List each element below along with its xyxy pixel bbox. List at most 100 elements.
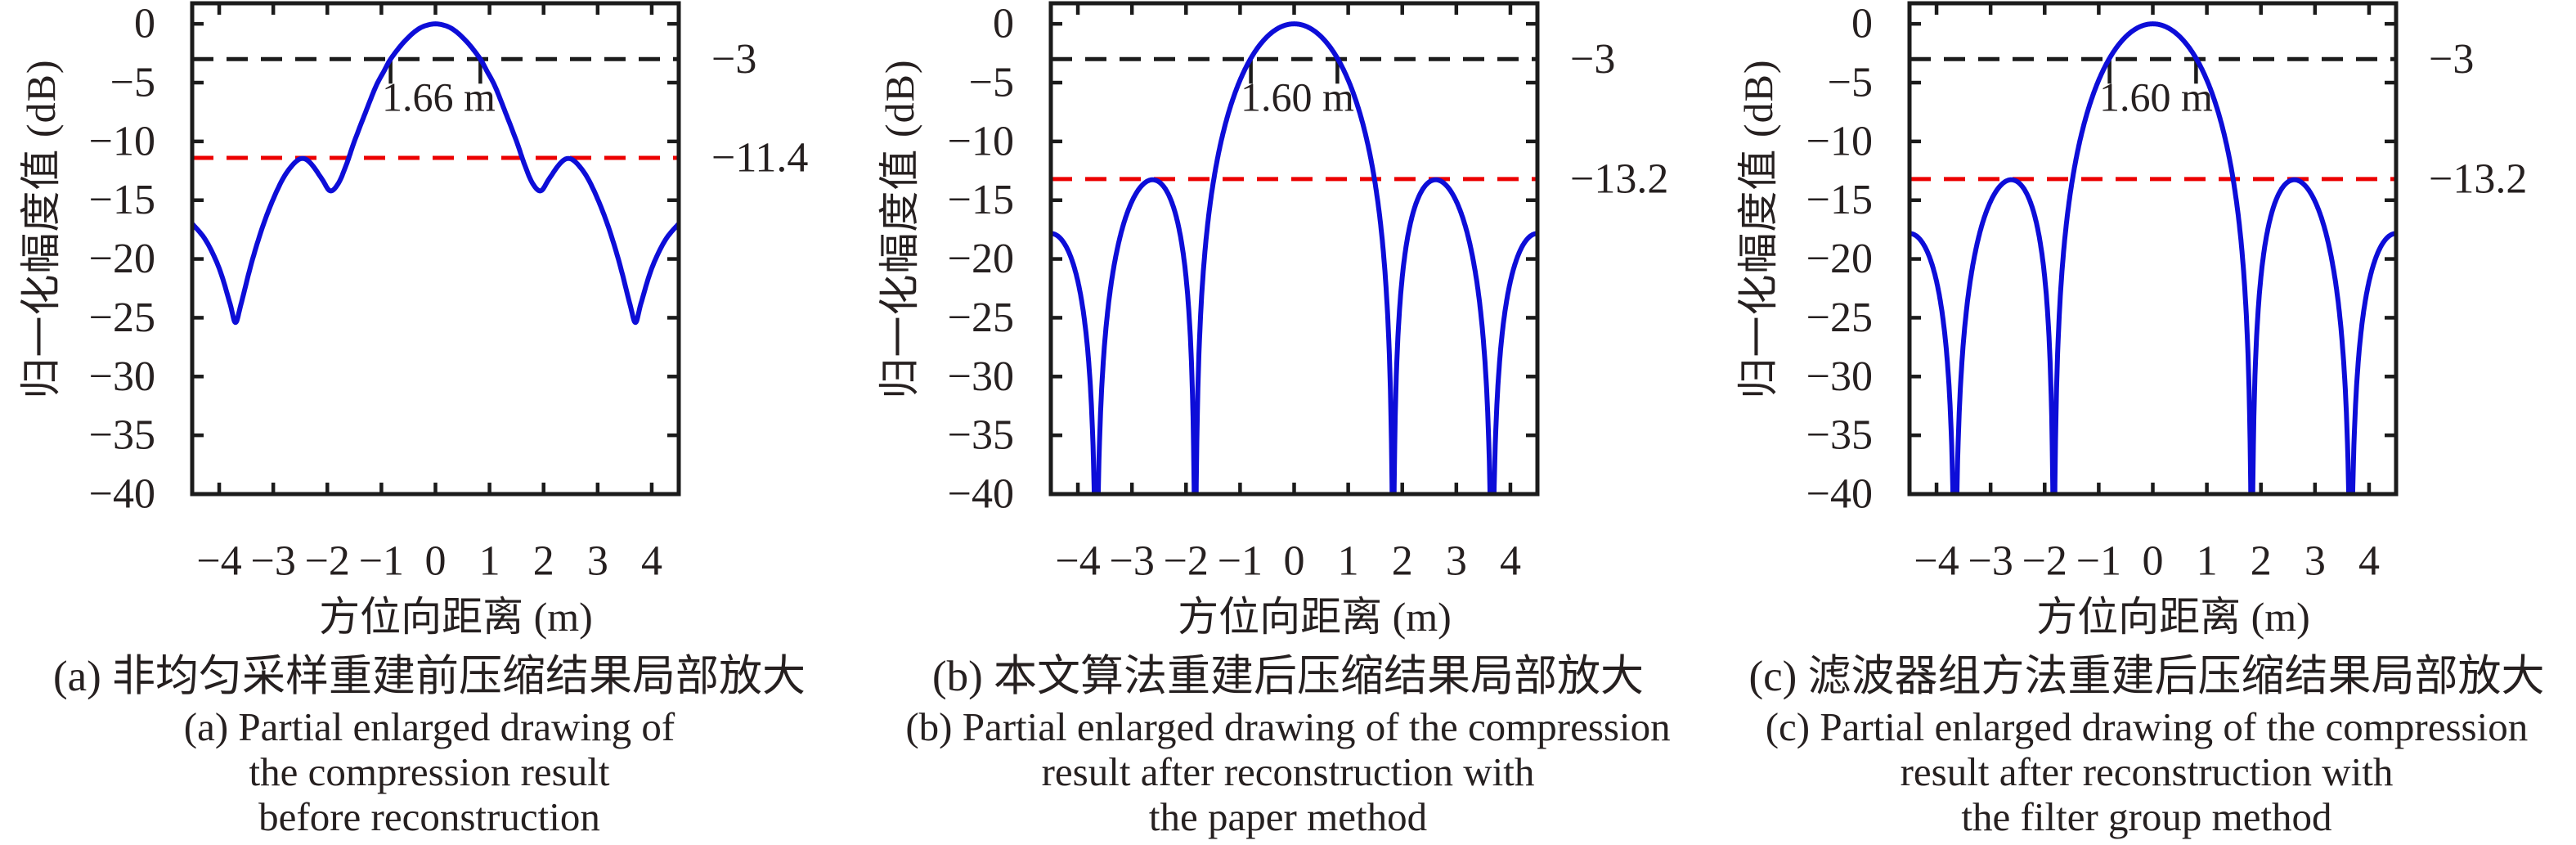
threshold-label-sidelobe: −13.2 — [1570, 155, 1668, 202]
y-tick-label: −20 — [948, 236, 1014, 282]
caption-zh: (b) 本文算法重建后压缩结果局部放大 — [931, 653, 1645, 700]
caption-en-line1: (a) Partial enlarged drawing of — [183, 704, 675, 749]
y-tick-label: 0 — [993, 1, 1014, 47]
x-tick-label: 3 — [1446, 538, 1467, 585]
y-tick-label: −30 — [1806, 353, 1873, 400]
curve-b — [1051, 21, 1537, 494]
y-tick-label: −5 — [1828, 60, 1873, 106]
caption-en-line1: (c) Partial enlarged drawing of the comp… — [1765, 704, 2529, 749]
y-tick-label: −15 — [89, 177, 155, 223]
mainlobe-width-label: 1.66 m — [382, 74, 496, 119]
x-tick-label: −2 — [1164, 538, 1209, 585]
x-tick-label: 0 — [425, 538, 447, 585]
x-tick-label: 4 — [641, 538, 662, 585]
y-tick-label: −30 — [89, 353, 155, 400]
y-tick-label: −40 — [1806, 471, 1873, 518]
x-tick-label: 2 — [533, 538, 554, 585]
y-tick-label: −30 — [948, 353, 1014, 400]
mainlobe-width-annotation: 1.60 m — [2099, 59, 2213, 119]
caption-en-line2: the compression result — [249, 749, 610, 794]
caption-zh: (c) 滤波器组方法重建后压缩结果局部放大 — [1748, 653, 2545, 700]
y-tick-label: −15 — [948, 177, 1014, 223]
threshold-label-halfpower: −3 — [1570, 36, 1615, 83]
y-tick-label: −35 — [1806, 412, 1873, 459]
x-tick-label: −1 — [1218, 538, 1263, 585]
mainlobe-width-annotation: 1.60 m — [1241, 59, 1354, 119]
curve-a — [192, 21, 679, 326]
y-axis-label: 归一化幅度值 (dB) — [18, 59, 64, 399]
x-tick-label: 4 — [2358, 538, 2380, 585]
y-tick-label: −10 — [1806, 118, 1873, 164]
y-tick-label: 0 — [134, 1, 155, 47]
y-tick-label: −20 — [1806, 236, 1873, 282]
y-tick-label: −10 — [948, 118, 1014, 164]
y-tick-label: −25 — [948, 294, 1014, 341]
mainlobe-width-annotation: 1.66 m — [382, 59, 496, 119]
y-axis-label: 归一化幅度值 (dB) — [1735, 59, 1781, 399]
threshold-label-sidelobe: −11.4 — [711, 134, 808, 181]
caption-en-line2: result after reconstruction with — [1900, 749, 2394, 794]
chart-b: −3−13.21.60 m−4 −3 −2 −1 0 1 2 3 40−5−10−15−20−2… — [948, 1, 1669, 585]
y-tick-label: −5 — [969, 60, 1014, 106]
x-tick-label: −4 — [1055, 538, 1100, 585]
caption-en-line3: before reconstruction — [258, 794, 600, 839]
threshold-lines: −3 −11.4 — [192, 36, 808, 181]
mainlobe-width-label: 1.60 m — [1241, 74, 1354, 119]
x-tick-label: −3 — [251, 538, 296, 585]
x-tick-label: 2 — [1392, 538, 1413, 585]
x-tick-label: 1 — [1338, 538, 1359, 585]
panel-b: −3 −13.2 1.60 m −4 −3 −2 −1 0 1 2 3 4 0 −5 −10 −15 −20 −2… — [859, 0, 1717, 845]
x-tick-label: −2 — [2022, 538, 2067, 585]
axes: −4 −3 −2 −1 0 1 2 3 40−5−10−15−20−25−30−35−40 — [89, 1, 681, 585]
x-axis-label: 方位向距离 (m) — [1178, 594, 1452, 640]
threshold-label-halfpower: −3 — [711, 36, 756, 83]
x-tick-label: −3 — [1968, 538, 2013, 585]
curve-c — [1910, 21, 2396, 494]
y-tick-label: −5 — [110, 60, 155, 106]
y-tick-label: −35 — [948, 412, 1014, 459]
y-tick-label: −10 — [89, 118, 155, 164]
caption-en-line3: the filter group method — [1961, 794, 2332, 839]
caption-zh: (a) 非均匀采样重建前压缩结果局部放大 — [52, 653, 806, 700]
threshold-label-halfpower: −3 — [2429, 36, 2474, 83]
threshold-lines: −3 −13.2 — [1910, 36, 2527, 202]
x-tick-label: 1 — [479, 538, 500, 585]
x-tick-label: −1 — [2076, 538, 2121, 585]
y-tick-label: −25 — [1806, 294, 1873, 341]
x-tick-label: 3 — [2304, 538, 2326, 585]
y-tick-label: −15 — [1806, 177, 1873, 223]
y-tick-label: −40 — [948, 471, 1014, 518]
x-tick-label: 4 — [1500, 538, 1521, 585]
y-tick-label: −35 — [89, 412, 155, 459]
axes: −4 −3 −2 −1 0 1 2 3 40−5−10−15−20−25−30−35−40 — [948, 1, 1540, 585]
caption-en-line3: the paper method — [1148, 794, 1428, 839]
y-tick-label: −25 — [89, 294, 155, 341]
x-axis-label: 方位向距离 (m) — [2036, 594, 2310, 640]
x-tick-label: 1 — [2197, 538, 2218, 585]
x-tick-label: 0 — [2143, 538, 2164, 585]
y-tick-label: −40 — [89, 471, 155, 518]
axes: −4 −3 −2 −1 0 1 2 3 40−5−10−15−20−25−30−35−40 — [1806, 1, 2399, 585]
x-axis-label: 方位向距离 (m) — [319, 594, 593, 640]
caption-en-line1: (b) Partial enlarged drawing of the comp… — [905, 704, 1671, 749]
x-tick-label: 0 — [1284, 538, 1305, 585]
y-axis-label: 归一化幅度值 (dB) — [877, 59, 922, 399]
x-tick-label: −4 — [1914, 538, 1959, 585]
caption-en-line2: result after reconstruction with — [1041, 749, 1535, 794]
x-tick-label: 3 — [587, 538, 608, 585]
x-tick-label: 2 — [2251, 538, 2272, 585]
y-tick-label: −20 — [89, 236, 155, 282]
panel-c: −3 −13.2 1.60 m −4 −3 −2 −1 0 1 2 3 4 0 −5 −10 −15 −20 −2… — [1717, 0, 2576, 845]
panel-a: −3 −11.4 1.66 m −4 −3 −2 −1 0 1 2 3 4 0 −5 −10 −15 −20 −2… — [0, 0, 859, 845]
chart-c: −3−13.21.60 m−4 −3 −2 −1 0 1 2 3 40−5−10−15−20−2… — [1806, 1, 2528, 585]
chart-a: −3−11.41.66 m−4 −3 −2 −1 0 1 2 3 40−5−10−15−20−2… — [89, 1, 809, 585]
mainlobe-width-label: 1.60 m — [2099, 74, 2213, 119]
x-tick-label: −2 — [305, 538, 350, 585]
threshold-label-sidelobe: −13.2 — [2429, 155, 2527, 202]
x-tick-label: −1 — [359, 538, 404, 585]
threshold-lines: −3 −13.2 — [1051, 36, 1668, 202]
x-tick-label: −3 — [1110, 538, 1155, 585]
y-tick-label: 0 — [1851, 1, 1873, 47]
x-tick-label: −4 — [196, 538, 241, 585]
